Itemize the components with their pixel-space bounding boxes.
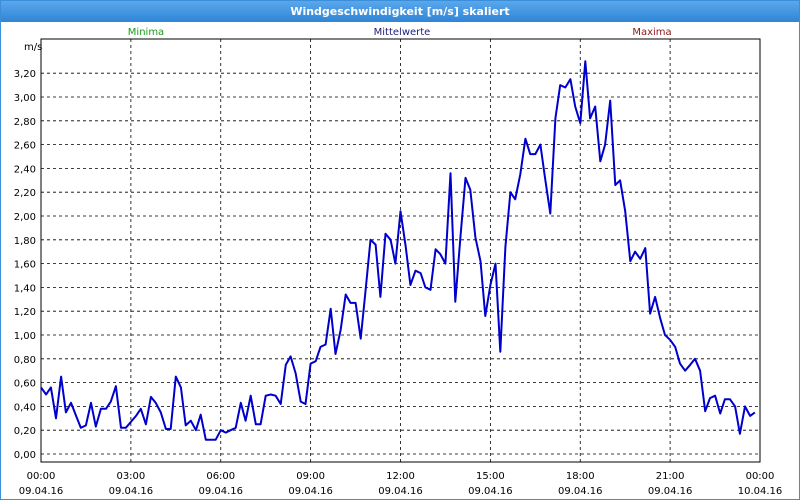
x-tick-time: 09:00	[296, 471, 325, 482]
x-tick-date: 09.04.16	[468, 486, 513, 497]
legend-maxima: Maxima	[632, 27, 671, 38]
y-tick-label: 0,60	[14, 379, 36, 390]
y-tick-label: 1,80	[14, 236, 36, 247]
legend-mittelwerte: Mittelwerte	[374, 27, 431, 38]
y-tick-label: 0,20	[14, 426, 36, 437]
x-tick-time: 12:00	[386, 471, 415, 482]
x-tick-date: 09.04.16	[558, 486, 603, 497]
x-tick-time: 03:00	[116, 471, 145, 482]
y-tick-label: 2,20	[14, 188, 36, 199]
axis-labels: 0,00 0,20 0,40 0,60 0,80 1,00 1,20 1,40 1,60 1,80…	[14, 69, 783, 497]
x-tick-date: 10.04.16	[738, 486, 783, 497]
x-tick-date: 09.04.16	[378, 486, 423, 497]
y-tick-label: 3,00	[14, 93, 36, 104]
x-tick-time: 18:00	[566, 471, 595, 482]
x-tick-date: 09.04.16	[288, 486, 333, 497]
y-tick-label: 2,60	[14, 141, 36, 152]
x-tick-time: 15:00	[476, 471, 505, 482]
grid-lines	[41, 39, 760, 462]
y-tick-label: 1,20	[14, 307, 36, 318]
x-tick-time: 21:00	[656, 471, 685, 482]
x-tick-date: 09.04.16	[109, 486, 154, 497]
series-line-mittelwerte	[40, 60, 756, 441]
y-tick-label: 0,80	[14, 355, 36, 366]
x-tick-date: 09.04.16	[198, 486, 243, 497]
x-tick-date: 09.04.16	[648, 486, 693, 497]
y-tick-label: 1,00	[14, 331, 36, 342]
y-tick-label: 2,00	[14, 212, 36, 223]
window-title: Windgeschwindigkeit [m/s] skaliert	[1, 1, 799, 22]
x-tick-time: 00:00	[746, 471, 775, 482]
y-tick-label: 2,80	[14, 117, 36, 128]
y-tick-label: 1,40	[14, 283, 36, 294]
x-tick-time: 06:00	[206, 471, 235, 482]
y-axis-unit-label: m/s	[24, 42, 42, 53]
x-tick-time: 00:00	[27, 471, 56, 482]
y-tick-label: 3,20	[14, 69, 36, 80]
y-tick-label: 1,60	[14, 260, 36, 271]
legend-minima: Minima	[128, 27, 164, 38]
x-tick-date: 09.04.16	[19, 486, 64, 497]
y-tick-label: 2,40	[14, 164, 36, 175]
y-tick-label: 0,40	[14, 402, 36, 413]
y-tick-label: 0,00	[14, 450, 36, 461]
